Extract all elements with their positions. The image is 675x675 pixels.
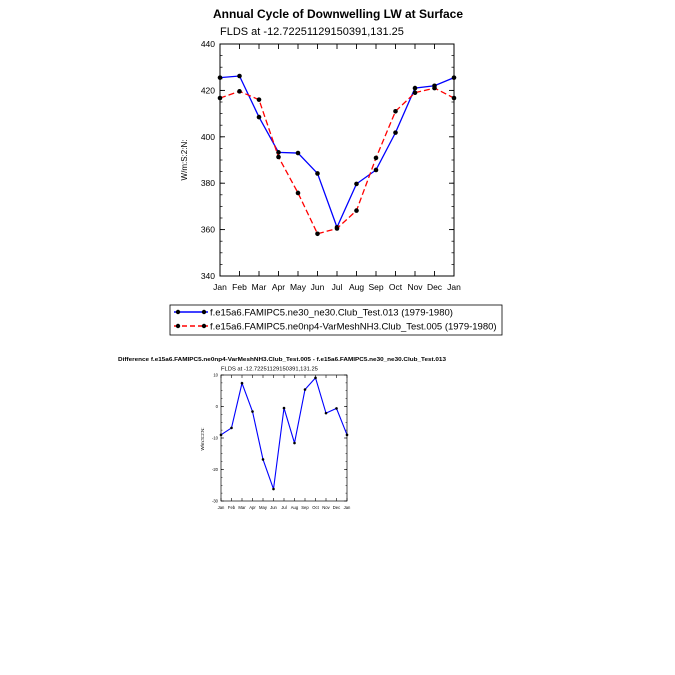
main-chart-frame	[219, 43, 455, 277]
x-tick-label: Mar	[238, 505, 246, 510]
series-1-point	[240, 381, 244, 385]
x-tick-label: Jan	[447, 282, 461, 292]
series-1-point	[303, 388, 307, 391]
x-tick-label: Nov	[322, 505, 330, 510]
difference-chart-title: Difference f.e15a6.FAMIPC5.ne0np4-VarMes…	[118, 357, 447, 363]
series-1-point	[261, 458, 265, 461]
x-tick-label: Aug	[291, 505, 299, 510]
legend-box	[169, 304, 503, 336]
main-chart-title: Annual Cycle of Downwelling LW at Surfac…	[213, 7, 463, 21]
legend: f.e15a6.FAMIPC5.ne30_ne30.Club_Test.013 …	[169, 304, 503, 336]
series-1-point	[237, 73, 242, 79]
x-tick-label: Feb	[232, 282, 247, 292]
y-tick-label: 380	[201, 178, 215, 188]
x-tick-label: Jul	[332, 282, 343, 292]
x-tick-label: Dec	[427, 282, 443, 292]
y-tick-label: 360	[201, 225, 215, 235]
series-1-point	[373, 167, 379, 173]
x-tick-label: Oct	[389, 282, 403, 292]
series-1-point	[251, 410, 254, 413]
series-1-point	[393, 130, 398, 135]
x-tick-label: Apr	[272, 282, 285, 292]
y-tick-label: -10	[212, 435, 219, 440]
x-tick-label: Sep	[301, 505, 309, 510]
main-chart-ylabel: W/m:S:2:N:	[180, 140, 189, 181]
y-tick-label: 440	[201, 39, 215, 49]
series-1-point	[354, 181, 359, 187]
x-tick-label: Mar	[252, 282, 267, 292]
x-tick-label: Oct	[312, 505, 319, 510]
x-tick-label: Jan	[218, 505, 225, 510]
series-2-point	[237, 89, 242, 94]
series-1-point	[314, 376, 317, 380]
y-tick-label: 0	[216, 404, 219, 409]
difference-chart-frame	[220, 374, 348, 502]
series-2-point	[373, 155, 379, 161]
series-1-point	[282, 406, 286, 410]
series-2-point	[354, 208, 359, 213]
y-tick-label: 420	[201, 85, 215, 95]
x-tick-label: Feb	[228, 505, 236, 510]
difference-chart: Difference f.e15a6.FAMIPC5.ne0np4-VarMes…	[118, 357, 447, 510]
y-tick-label: -20	[212, 467, 219, 472]
series-2-point	[295, 190, 301, 196]
series-2-point	[334, 226, 340, 231]
series-1-point	[335, 407, 338, 410]
x-tick-label: Jun	[311, 282, 325, 292]
series-1-point	[276, 150, 281, 155]
x-tick-label: Apr	[249, 505, 256, 510]
series-1-point	[272, 487, 275, 491]
series-1-point	[295, 150, 301, 156]
series-2-point	[412, 90, 418, 96]
legend-label-series-1: f.e15a6.FAMIPC5.ne30_ne30.Club_Test.013 …	[210, 308, 453, 319]
y-tick-label: -30	[212, 498, 219, 503]
series-1-point	[315, 171, 320, 176]
x-tick-label: Aug	[349, 282, 364, 292]
x-tick-label: Dec	[333, 505, 340, 510]
y-tick-label: 340	[201, 271, 215, 281]
series-2-point	[393, 108, 398, 114]
main-chart-subtitle: FLDS at -12.72251129150391,131.25	[220, 26, 404, 38]
series-2-point	[315, 231, 320, 237]
legend-marker-series-1	[201, 309, 207, 315]
x-tick-label: Sep	[368, 282, 383, 292]
x-tick-label: Jun	[270, 505, 277, 510]
legend-marker-series-2	[201, 323, 207, 329]
x-tick-label: Jan	[344, 505, 351, 510]
series-1-point	[230, 426, 233, 430]
series-1-point	[293, 441, 296, 445]
y-tick-label: 10	[213, 372, 218, 377]
series-1-point	[324, 411, 328, 415]
series-1-point	[256, 114, 262, 120]
series-2-point	[256, 97, 262, 102]
y-tick-label: 400	[201, 132, 215, 142]
x-tick-label: May	[290, 282, 307, 292]
main-chart: Annual Cycle of Downwelling LW at Surfac…	[180, 7, 463, 292]
x-tick-label: Jan	[213, 282, 227, 292]
x-tick-label: May	[259, 505, 268, 510]
legend-label-series-2: f.e15a6.FAMIPC5.ne0np4-VarMeshNH3.Club_T…	[210, 322, 497, 333]
difference-chart-subtitle: FLDS at -12.72251129150391,131.25	[221, 367, 318, 373]
series-2-point	[276, 154, 281, 160]
legend-marker-series-1	[175, 309, 181, 315]
legend-marker-series-2	[175, 323, 181, 329]
x-tick-label: Nov	[407, 282, 423, 292]
series-line-1	[220, 376, 348, 490]
difference-chart-ylabel: W/m:S:2:N:	[200, 427, 205, 450]
series-2-point	[432, 85, 437, 91]
x-tick-label: Jul	[281, 505, 286, 510]
series-1-point	[412, 85, 418, 91]
